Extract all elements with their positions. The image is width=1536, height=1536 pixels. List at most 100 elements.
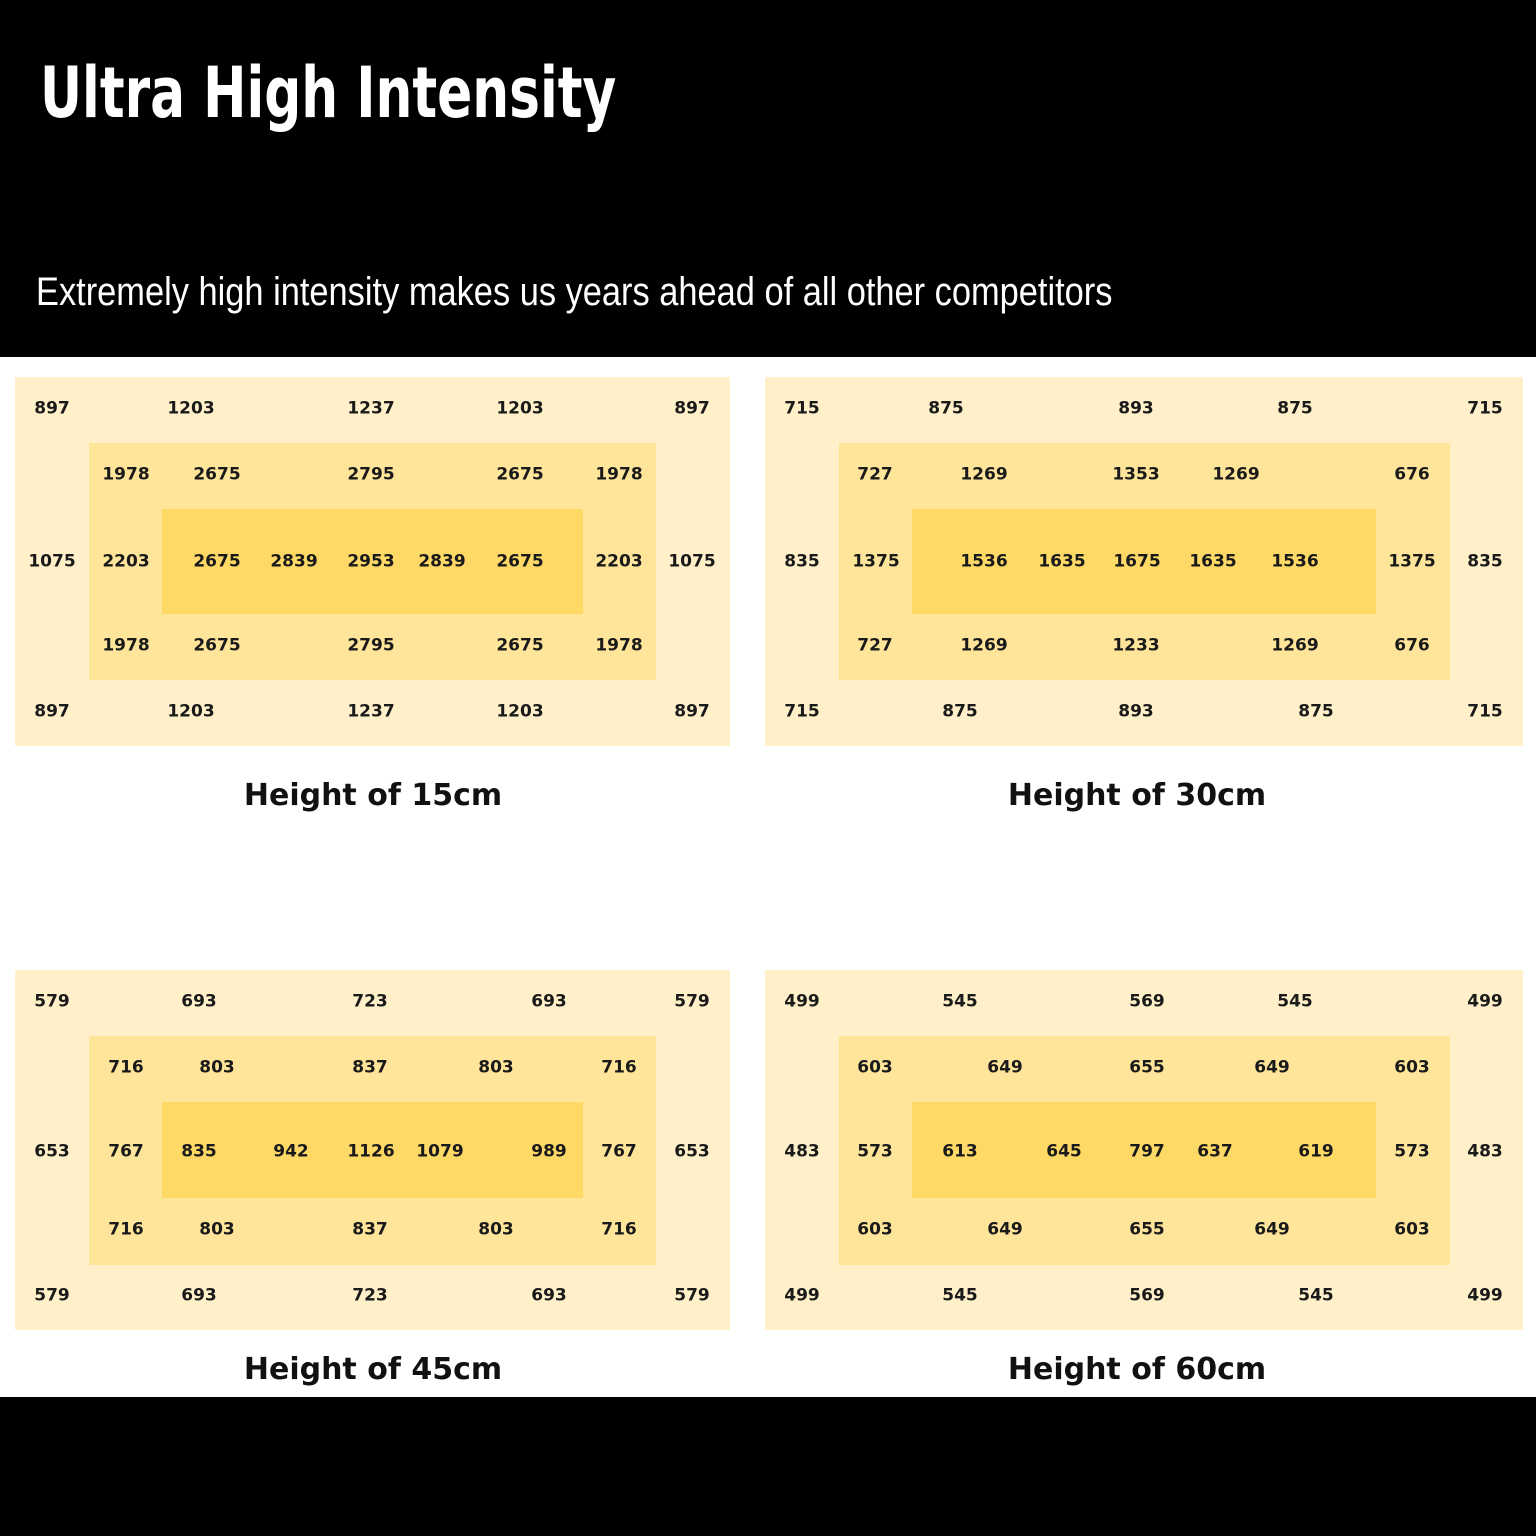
intensity-value: 645	[1046, 1141, 1082, 1162]
intensity-value: 715	[1467, 398, 1503, 419]
intensity-value: 727	[857, 635, 893, 656]
intensity-value: 603	[857, 1057, 893, 1078]
intensity-value: 835	[784, 551, 820, 572]
intensity-value: 767	[108, 1141, 144, 1162]
intensity-value: 693	[531, 991, 567, 1012]
chart-caption: Height of 60cm	[1007, 1352, 1267, 1387]
intensity-value: 499	[784, 991, 820, 1012]
intensity-value: 893	[1118, 398, 1154, 419]
intensity-value: 897	[674, 701, 710, 722]
inner-zone	[912, 1102, 1376, 1198]
intensity-value: 483	[784, 1141, 820, 1162]
intensity-value: 573	[857, 1141, 893, 1162]
intensity-value: 837	[352, 1057, 388, 1078]
intensity-value: 1237	[347, 398, 395, 419]
intensity-value: 569	[1129, 991, 1165, 1012]
chart-caption: Height of 45cm	[243, 1352, 503, 1387]
intensity-value: 1203	[496, 701, 544, 722]
intensity-value: 637	[1197, 1141, 1233, 1162]
intensity-value: 715	[1467, 701, 1503, 722]
intensity-value: 1375	[852, 551, 900, 572]
intensity-value: 579	[34, 991, 70, 1012]
intensity-value: 649	[1254, 1219, 1290, 1240]
intensity-value: 723	[352, 991, 388, 1012]
intensity-value: 655	[1129, 1219, 1165, 1240]
intensity-value: 1675	[1113, 551, 1161, 572]
intensity-value: 579	[674, 991, 710, 1012]
intensity-value: 1375	[1388, 551, 1436, 572]
intensity-value: 579	[674, 1285, 710, 1306]
intensity-value: 797	[1129, 1141, 1165, 1162]
intensity-value: 835	[1467, 551, 1503, 572]
intensity-value: 676	[1394, 635, 1430, 656]
intensity-value: 649	[987, 1057, 1023, 1078]
intensity-value: 676	[1394, 464, 1430, 485]
intensity-value: 803	[478, 1057, 514, 1078]
intensity-value: 693	[531, 1285, 567, 1306]
intensity-value: 1978	[102, 635, 150, 656]
intensity-value: 716	[601, 1219, 637, 1240]
intensity-value: 893	[1118, 701, 1154, 722]
intensity-value: 2675	[193, 635, 241, 656]
intensity-value: 1075	[28, 551, 76, 572]
intensity-value: 1126	[347, 1141, 395, 1162]
intensity-value: 2795	[347, 464, 395, 485]
intensity-value: 2675	[496, 464, 544, 485]
intensity-value: 545	[1277, 991, 1313, 1012]
intensity-value: 573	[1394, 1141, 1430, 1162]
intensity-value: 2203	[595, 551, 643, 572]
intensity-value: 2953	[347, 551, 395, 572]
intensity-value: 569	[1129, 1285, 1165, 1306]
intensity-value: 603	[1394, 1057, 1430, 1078]
intensity-value: 897	[34, 398, 70, 419]
intensity-value: 613	[942, 1141, 978, 1162]
intensity-value: 1635	[1038, 551, 1086, 572]
intensity-value: 579	[34, 1285, 70, 1306]
intensity-value: 2675	[496, 551, 544, 572]
intensity-value: 1203	[496, 398, 544, 419]
intensity-value: 545	[1298, 1285, 1334, 1306]
intensity-value: 483	[1467, 1141, 1503, 1162]
intensity-value: 1978	[595, 464, 643, 485]
intensity-value: 989	[531, 1141, 567, 1162]
page-title: Ultra High Intensity	[40, 52, 617, 134]
intensity-value: 803	[478, 1219, 514, 1240]
intensity-value: 619	[1298, 1141, 1334, 1162]
intensity-value: 2839	[418, 551, 466, 572]
intensity-value: 653	[34, 1141, 70, 1162]
intensity-value: 655	[1129, 1057, 1165, 1078]
intensity-value: 1978	[595, 635, 643, 656]
page-subtitle: Extremely high intensity makes us years …	[36, 270, 1113, 314]
intensity-value: 716	[601, 1057, 637, 1078]
intensity-value: 499	[1467, 1285, 1503, 1306]
intensity-value: 693	[181, 1285, 217, 1306]
intensity-value: 875	[1277, 398, 1313, 419]
intensity-value: 875	[928, 398, 964, 419]
intensity-value: 837	[352, 1219, 388, 1240]
intensity-value: 803	[199, 1057, 235, 1078]
intensity-value: 1635	[1189, 551, 1237, 572]
intensity-value: 835	[181, 1141, 217, 1162]
intensity-value: 715	[784, 398, 820, 419]
intensity-value: 1353	[1112, 464, 1160, 485]
chart-caption: Height of 30cm	[1007, 778, 1267, 813]
intensity-value: 1233	[1112, 635, 1160, 656]
intensity-value: 1269	[1271, 635, 1319, 656]
intensity-value: 715	[784, 701, 820, 722]
intensity-value: 2675	[193, 551, 241, 572]
intensity-value: 603	[1394, 1219, 1430, 1240]
intensity-value: 803	[199, 1219, 235, 1240]
intensity-value: 1237	[347, 701, 395, 722]
intensity-value: 897	[34, 701, 70, 722]
intensity-value: 2839	[270, 551, 318, 572]
intensity-value: 1536	[960, 551, 1008, 572]
intensity-value: 2675	[193, 464, 241, 485]
intensity-value: 897	[674, 398, 710, 419]
intensity-value: 875	[1298, 701, 1334, 722]
intensity-value: 875	[942, 701, 978, 722]
intensity-value: 499	[1467, 991, 1503, 1012]
intensity-value: 767	[601, 1141, 637, 1162]
intensity-value: 499	[784, 1285, 820, 1306]
header-banner: Ultra High Intensity Extremely high inte…	[0, 0, 1536, 357]
intensity-value: 649	[1254, 1057, 1290, 1078]
